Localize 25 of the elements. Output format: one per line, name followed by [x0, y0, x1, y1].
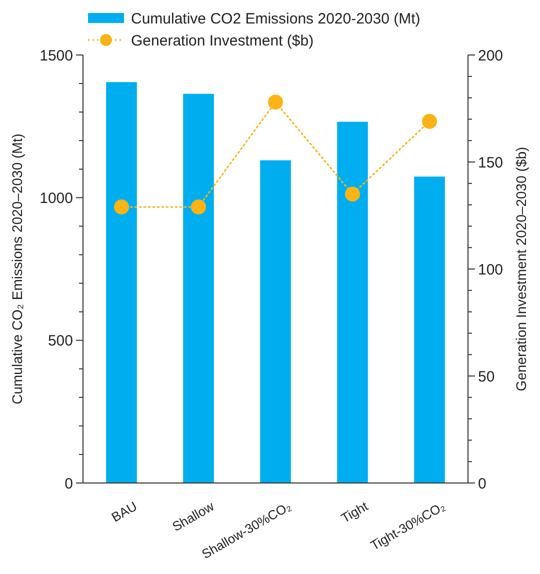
bar	[337, 122, 368, 483]
x-tick-label: Tight	[338, 498, 371, 526]
y-tick-label: 0	[64, 475, 73, 492]
y2-axis-title: Generation Investment 2020–2030 ($b)	[513, 146, 529, 392]
y-tick-label: 500	[48, 332, 73, 350]
x-tick-label: BAU	[108, 498, 140, 525]
y2-tick-label: 0	[478, 475, 486, 492]
bar	[414, 176, 445, 483]
y2-tick-label: 200	[478, 47, 504, 64]
bar	[260, 160, 291, 483]
y-axis-title: Cumulative CO₂ Emissions 2020–2030 (Mt)	[9, 134, 25, 404]
point	[345, 186, 360, 202]
bar	[183, 94, 214, 483]
point	[191, 199, 206, 214]
y-tick-label: 1000	[40, 190, 73, 207]
legend-label: Generation Investment ($b)	[131, 32, 314, 50]
y2-tick-label: 150	[478, 154, 504, 172]
point	[114, 199, 129, 214]
bar	[106, 82, 137, 483]
y2-tick-label: 100	[478, 261, 504, 278]
y-tick-label: 1500	[40, 47, 73, 64]
point	[268, 94, 283, 110]
y2-tick-label: 50	[478, 368, 495, 386]
point	[422, 114, 437, 129]
legend-label: Cumulative CO2 Emissions 2020-2030 (Mt)	[131, 10, 420, 28]
